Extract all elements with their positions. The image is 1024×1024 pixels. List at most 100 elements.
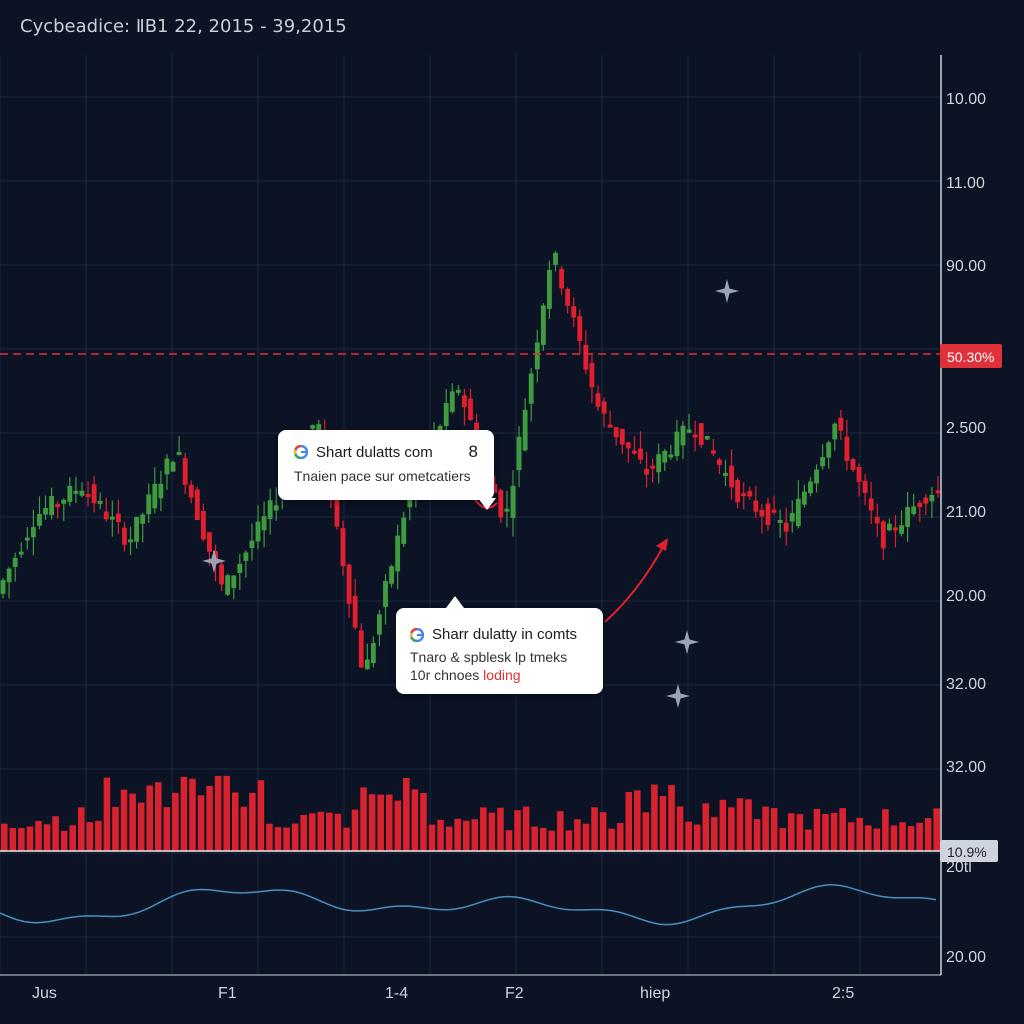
- x-tick-label: F1: [218, 985, 237, 1002]
- x-tick-label: hiep: [640, 985, 670, 1002]
- candle-body: [352, 595, 358, 628]
- candle-body: [261, 516, 267, 531]
- candle-body: [735, 479, 741, 503]
- candle-body: [207, 532, 212, 552]
- volume-bar: [120, 789, 128, 851]
- volume-bar: [445, 826, 453, 851]
- candle-body: [231, 575, 237, 589]
- candle-body: [625, 442, 631, 449]
- volume-bar: [693, 824, 701, 851]
- y-tick-label: 32.00: [946, 676, 986, 693]
- volume-bar: [625, 792, 633, 851]
- tooltip-text-line: 10r chnoes loding: [410, 667, 589, 683]
- tooltip-text: Tnaro & spblesk lp tmeks: [410, 649, 568, 665]
- volume-bar: [172, 792, 179, 851]
- volume-bar: [266, 823, 273, 851]
- candle-body: [680, 425, 686, 446]
- volume-bar: [830, 812, 838, 851]
- candle-body: [844, 436, 850, 461]
- candle-body: [753, 500, 759, 512]
- volume-bar: [882, 809, 889, 851]
- volume-bar: [197, 795, 205, 851]
- candle-body: [395, 535, 401, 572]
- candle-body: [140, 514, 146, 524]
- y-tick-label: 2.500: [946, 420, 986, 437]
- x-tick-label: Jus: [32, 985, 57, 1002]
- candle-body: [783, 522, 789, 532]
- candle-body: [200, 511, 206, 540]
- volume-bar: [274, 827, 282, 851]
- candle-body: [310, 425, 316, 429]
- volume-bar: [180, 776, 188, 851]
- volume-bar: [291, 823, 299, 851]
- candle-body: [158, 483, 164, 499]
- candle-body: [43, 508, 48, 515]
- volume-bar: [728, 807, 735, 851]
- volume-bar: [796, 814, 804, 851]
- tooltip-title: Sharr dulatty in comts: [432, 626, 578, 643]
- volume-bar: [753, 819, 761, 851]
- volume-bar: [95, 820, 102, 851]
- volume-bar: [60, 830, 68, 851]
- candle-body: [498, 490, 504, 518]
- candle-body: [583, 344, 589, 370]
- y-axis-labels: 10.00 11.00 90.00 2.500 21.00 20.00 32.00 32.00…: [946, 91, 986, 966]
- google-icon: [294, 445, 308, 459]
- volume-bar: [69, 825, 76, 851]
- volume-bar: [283, 827, 290, 851]
- candle-body: [613, 427, 619, 438]
- x-tick-label: 2:5: [832, 985, 854, 1002]
- volume-bar: [154, 782, 162, 851]
- candle-body: [540, 305, 546, 345]
- volume-bar: [437, 819, 444, 851]
- volume-bar: [557, 811, 564, 851]
- candle-body: [316, 424, 322, 432]
- google-icon: [410, 627, 424, 642]
- candle-body: [334, 486, 340, 527]
- volume-bar: [1, 823, 8, 851]
- volume-bar: [539, 827, 547, 851]
- volume-bar: [317, 811, 325, 851]
- volume-bar: [779, 828, 787, 851]
- candle-body: [674, 431, 680, 457]
- candle-body: [255, 521, 261, 542]
- candle-body: [814, 469, 819, 484]
- candle-body: [91, 484, 97, 504]
- sparkle-icon: [666, 684, 690, 708]
- volume-bar: [574, 819, 581, 851]
- volume-bar: [385, 794, 393, 851]
- volume-bar: [146, 785, 153, 851]
- candle-body: [170, 462, 176, 472]
- candle-body: [364, 659, 370, 670]
- volume-bar: [522, 806, 530, 851]
- tooltip-title: Shart dulatts com: [316, 443, 433, 461]
- volume-bar: [565, 830, 573, 851]
- volume-bar: [454, 818, 461, 851]
- candle-body: [710, 450, 716, 454]
- candle-body: [188, 484, 194, 498]
- candle-body: [801, 491, 807, 505]
- candle-body: [516, 436, 522, 471]
- candle-body: [553, 252, 558, 265]
- candle-body: [237, 563, 243, 574]
- tooltip-card: Sharr dulatty in comts Tnaro & spblesk l…: [396, 608, 603, 694]
- volume-bar: [52, 816, 59, 851]
- candle-body: [443, 403, 449, 427]
- candle-body: [449, 391, 455, 412]
- volume-bar: [685, 821, 692, 851]
- candle-body: [152, 483, 158, 509]
- volume-bar: [206, 785, 213, 851]
- candle-body: [468, 398, 473, 420]
- candle-body: [880, 521, 886, 549]
- volume-bar: [788, 813, 795, 851]
- candle-body: [97, 500, 103, 504]
- volume-bar: [300, 814, 307, 851]
- tooltip-text-prefix: 10r chnoes: [410, 667, 484, 683]
- candle-body: [522, 409, 528, 451]
- trend-arrow: [604, 544, 665, 623]
- candle-body: [650, 465, 656, 469]
- volume-bar: [411, 789, 419, 851]
- chart-title: Cycbeadice: ⅡB1 22, 2015 - 39,2015: [20, 16, 347, 37]
- candle-body: [243, 552, 249, 561]
- x-tick-label: 1-4: [385, 985, 408, 1002]
